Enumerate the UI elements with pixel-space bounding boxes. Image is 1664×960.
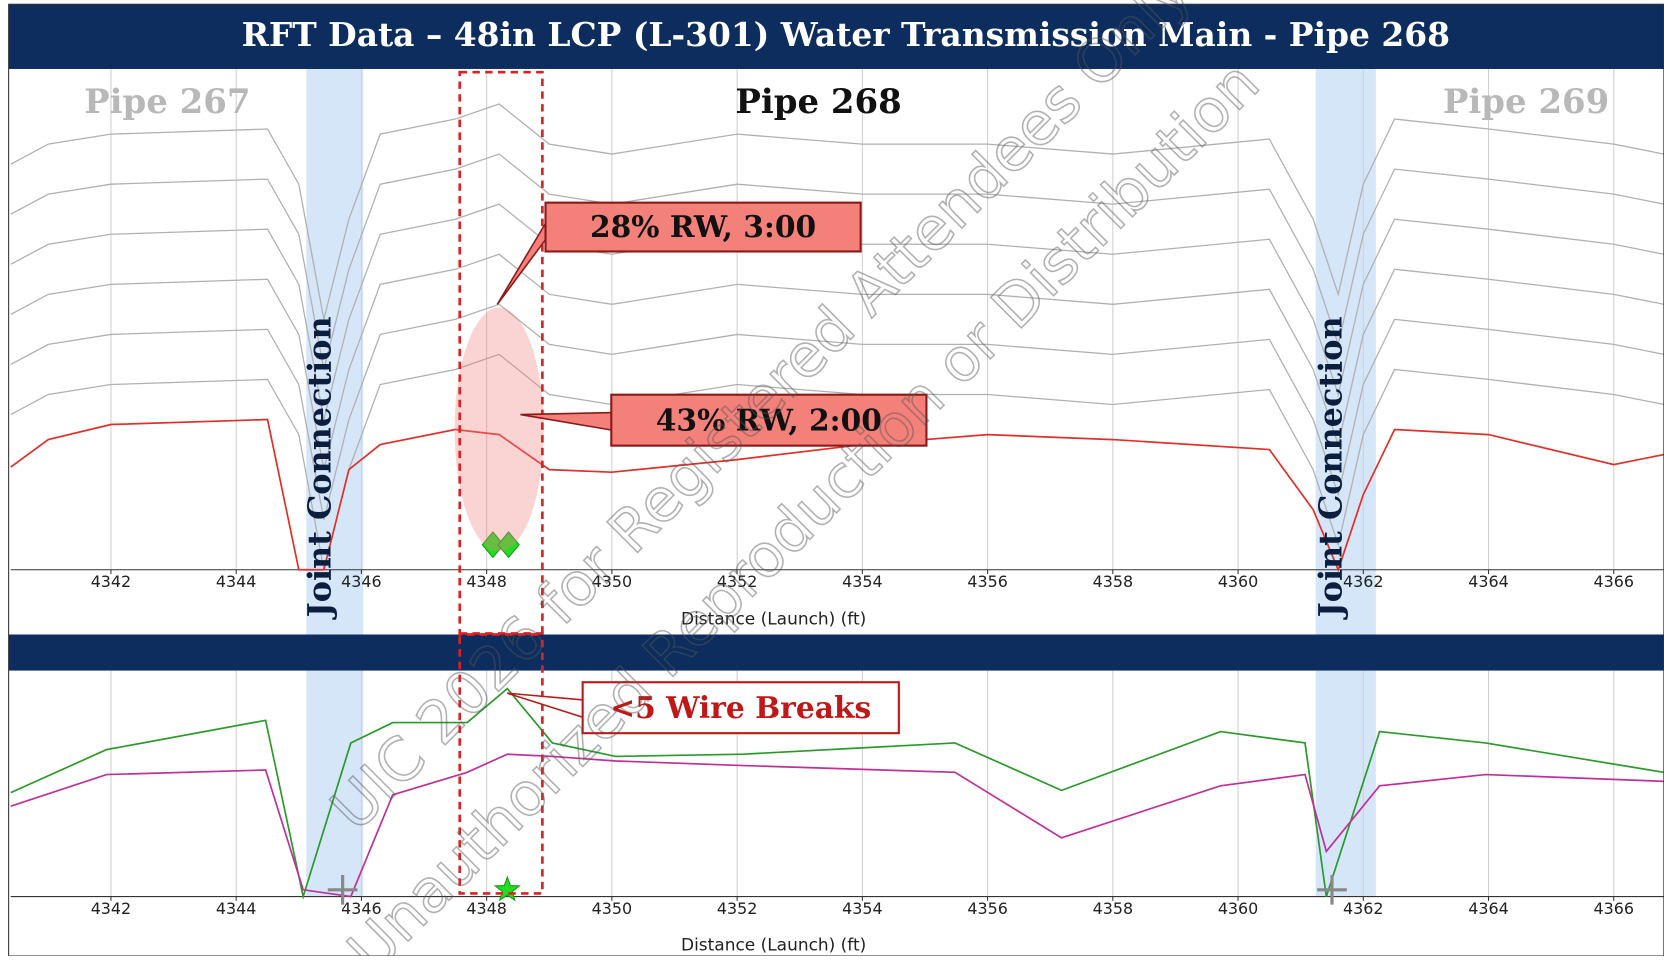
x-tick-label: 4362: [1343, 899, 1383, 918]
pipe-label: Pipe 268: [735, 82, 901, 122]
callout-box: [610, 393, 928, 447]
x-tick-label: 4346: [341, 572, 381, 591]
highlight-box: [458, 632, 544, 895]
x-tick-label: 4360: [1218, 899, 1258, 918]
glow: [454, 307, 544, 552]
title-bar: [8, 4, 1664, 69]
cross-marker: [327, 874, 358, 905]
joint-band: [306, 670, 364, 897]
x-tick-label: 4352: [717, 899, 757, 918]
x-tick-label: 4354: [842, 572, 882, 591]
x-tick-label: 4348: [466, 572, 506, 591]
x-tick-label: 4358: [1093, 899, 1133, 918]
x-tick-label: 4342: [91, 572, 131, 591]
x-tick-label: 4364: [1468, 572, 1508, 591]
plots: 4342 4344 4346 4348 4350 4352 4354 4356 4358 4360…: [10, 68, 1664, 955]
data-line: [10, 687, 1664, 900]
data-line: [10, 418, 1664, 573]
joint-band: [1315, 670, 1376, 897]
x-tick-label: 4344: [216, 899, 256, 918]
data-line: [10, 753, 1664, 898]
x-tick-label: 4348: [466, 899, 506, 918]
data-line: [10, 103, 1664, 320]
x-tick-label: 4344: [216, 572, 256, 591]
title: RFT Data – 48in LCP (L-301) Water Transm…: [242, 15, 1450, 54]
x-tick-label: 4362: [1343, 572, 1383, 591]
x-tick-label: 4366: [1594, 899, 1634, 918]
callout-text: 43% RW, 2:00: [656, 403, 882, 438]
callout-box: [544, 201, 862, 253]
x-tick-label: 4354: [842, 899, 882, 918]
callout-box: [581, 681, 900, 735]
pipe-label: Pipe 269: [1443, 82, 1609, 122]
joint-band: [306, 68, 364, 635]
data-line: [10, 303, 1664, 520]
diamond-marker: [481, 531, 505, 559]
data-line: [10, 153, 1664, 370]
highlight-box: [458, 70, 544, 636]
joint-label: Joint Connection: [1312, 316, 1350, 620]
x-axis-label: Distance (Launch) (ft): [681, 610, 866, 630]
x-tick-label: 4358: [1093, 572, 1133, 591]
callout-text: 28% RW, 3:00: [590, 210, 816, 245]
x-tick-label: 4342: [91, 899, 131, 918]
callout-pointer: [507, 692, 586, 719]
callout-pointer: [520, 411, 614, 432]
star-marker: [493, 875, 521, 902]
data-line: [10, 253, 1664, 470]
cross-marker: [1317, 874, 1347, 905]
callout-text: <5 Wire Breaks: [610, 691, 871, 726]
pipe-label: Pipe 267: [84, 82, 250, 122]
diamond-marker: [497, 531, 520, 559]
x-tick-label: 4356: [967, 899, 1007, 918]
callout-pointer: [496, 219, 549, 305]
x-tick-label: 4360: [1218, 572, 1258, 591]
header-bar: [8, 634, 1664, 671]
x-axis-label: Distance (Launch) (ft): [681, 935, 866, 955]
x-tick-label: 4356: [967, 572, 1007, 591]
x-tick-label: 4346: [341, 899, 381, 918]
x-tick-label: 4366: [1594, 572, 1634, 591]
x-tick-label: 4352: [717, 572, 757, 591]
x-tick-label: 4350: [592, 899, 632, 918]
x-tick-label: 4364: [1468, 899, 1508, 918]
x-tick-label: 4350: [592, 572, 632, 591]
joint-label: Joint Connection: [301, 316, 339, 620]
